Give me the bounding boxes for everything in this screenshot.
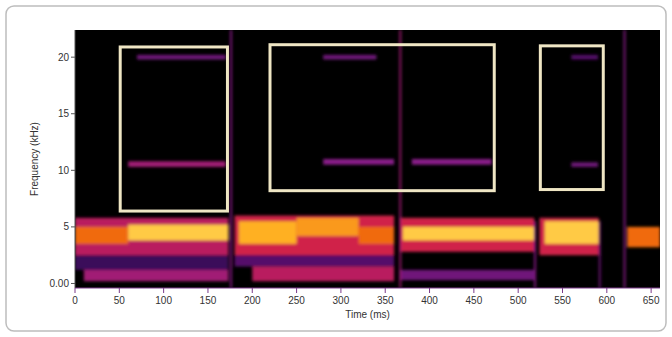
spectro-cell	[571, 162, 598, 167]
spectro-cell	[399, 30, 401, 288]
spectro-cell	[539, 218, 598, 255]
y-tick	[71, 113, 75, 114]
y-tick	[71, 170, 75, 171]
spectro-cell	[399, 270, 534, 280]
y-tick-label: 15	[58, 108, 70, 119]
spectro-cell	[297, 218, 359, 236]
spectro-cell	[84, 270, 228, 281]
x-tick-label: 550	[554, 295, 571, 306]
spectro-cell	[399, 218, 534, 252]
highlight-box	[540, 46, 603, 190]
y-tick-label: 20	[58, 52, 70, 63]
spectro-cell	[412, 159, 492, 165]
x-tick	[429, 288, 430, 293]
spectro-cell	[359, 227, 394, 244]
x-tick	[562, 288, 563, 293]
highlight-box	[120, 47, 227, 211]
x-tick-label: 300	[333, 295, 350, 306]
spectro-cell	[534, 221, 536, 288]
x-tick	[651, 288, 652, 293]
spectro-cell	[128, 225, 228, 241]
x-tick	[252, 288, 253, 293]
x-tick-label: 150	[200, 295, 217, 306]
x-tick	[518, 288, 519, 293]
x-tick-label: 450	[466, 295, 483, 306]
spectro-cell	[75, 227, 128, 244]
x-tick-label: 350	[377, 295, 394, 306]
plot-area	[75, 30, 660, 288]
spectro-cell	[235, 255, 395, 266]
spectro-cell	[235, 216, 395, 256]
x-axis	[75, 288, 660, 289]
spectro-cell	[75, 218, 228, 255]
spectro-cell	[323, 55, 376, 60]
spectro-cell	[252, 267, 394, 282]
x-tick-label: 250	[288, 295, 305, 306]
x-tick	[207, 288, 208, 293]
y-tick	[71, 283, 75, 284]
spectro-cell	[128, 161, 226, 167]
highlight-box	[270, 45, 494, 191]
spectro-cell	[545, 221, 599, 244]
spectro-cell	[403, 227, 534, 241]
x-axis-title: Time (ms)	[345, 309, 390, 320]
cells	[75, 30, 660, 288]
spectro-cell	[571, 55, 598, 60]
chart: 0 50 100 150 200 250 300 350 400 450 500 550 600 650 0…	[0, 0, 672, 337]
frame	[6, 6, 666, 331]
y-tick-label: 5	[63, 221, 69, 232]
spectro-cell	[323, 159, 394, 165]
x-tick-label: 650	[643, 295, 660, 306]
x-tick-label: 500	[510, 295, 527, 306]
x-tick-label: 200	[244, 295, 261, 306]
x-tick	[340, 288, 341, 293]
x-tick	[296, 288, 297, 293]
x-tick-label: 600	[598, 295, 615, 306]
y-tick-label: 0.00	[50, 278, 70, 289]
y-tick	[71, 226, 75, 227]
x-tick-label: 100	[155, 295, 172, 306]
spectro-cell	[75, 255, 228, 270]
spectro-cell	[230, 30, 232, 288]
x-tick-label: 400	[421, 295, 438, 306]
x-tick	[385, 288, 386, 293]
spectro-cell	[599, 221, 601, 288]
x-tick	[606, 288, 607, 293]
spectro-cell	[627, 227, 660, 247]
x-tick	[163, 288, 164, 293]
x-tick-label: 0	[72, 295, 78, 306]
y-tick-label: 10	[58, 165, 70, 176]
x-tick	[119, 288, 120, 293]
spectro-cell	[239, 221, 297, 244]
spectro-cell	[624, 30, 626, 288]
plot-clip	[75, 30, 660, 288]
spectro-cell	[137, 55, 226, 60]
y-tick	[71, 57, 75, 58]
y-axis	[75, 30, 76, 288]
x-tick	[473, 288, 474, 293]
x-tick-label: 50	[114, 295, 126, 306]
x-tick	[75, 288, 76, 293]
y-axis-title: Frequency (kHz)	[29, 122, 40, 196]
